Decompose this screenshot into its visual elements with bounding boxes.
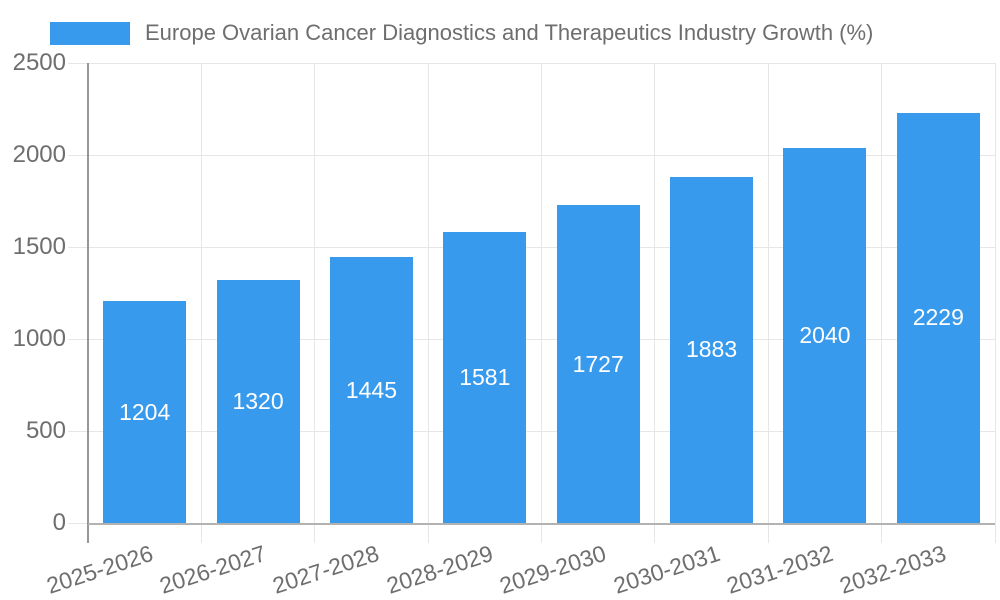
x-tick-label: 2026-2027: [156, 540, 270, 599]
x-tick-label: 2031-2032: [723, 540, 836, 599]
y-tickmark: [68, 62, 88, 64]
y-tick-label: 1500: [12, 233, 66, 260]
x-gridline: [427, 63, 429, 523]
y-tickmark: [68, 154, 88, 156]
x-gridline: [200, 63, 202, 523]
x-label-anchor: 2026-2027: [0, 540, 269, 599]
x-axis-line: [88, 523, 995, 525]
x-label-anchor: 2030-2031: [0, 540, 723, 599]
y-tick-label: 2000: [12, 141, 66, 168]
bar-value-label: 1204: [119, 398, 171, 425]
x-tick-label: 2030-2031: [609, 540, 723, 599]
x-gridline: [881, 63, 883, 523]
y-tickmark: [68, 430, 88, 432]
bar: 1883: [670, 176, 754, 523]
x-tickmark: [994, 523, 996, 543]
bar: 1445: [329, 257, 413, 523]
x-tickmark: [314, 523, 316, 543]
y-tick-label: 0: [52, 509, 66, 536]
x-gridline: [994, 63, 996, 523]
x-tickmark: [654, 523, 656, 543]
bar-value-label: 1727: [572, 350, 624, 377]
y-axis-line: [87, 63, 89, 543]
bar-value-label: 2040: [799, 321, 851, 348]
bar: 1204: [103, 301, 187, 523]
bar-value-label: 1581: [459, 364, 511, 391]
y-tick-label: 500: [25, 417, 66, 444]
x-tick-label: 2029-2030: [496, 540, 610, 599]
x-tickmark: [200, 523, 202, 543]
legend-swatch: [50, 21, 130, 45]
y-tick-label: 1000: [12, 325, 66, 352]
x-tick-label: 2028-2029: [383, 540, 496, 599]
bar: 2229: [896, 112, 980, 523]
bar-value-label: 1883: [685, 336, 738, 363]
x-label-anchor: 2031-2032: [0, 540, 836, 599]
y-tickmark: [68, 522, 88, 524]
y-tickmark: [68, 246, 88, 248]
y-tick-label: 2500: [12, 49, 66, 76]
x-label-anchor: 2032-2033: [0, 540, 950, 599]
y-tickmark: [68, 338, 88, 340]
x-label-anchor: 2027-2028: [0, 540, 383, 599]
bar-value-label: 2229: [912, 304, 964, 331]
x-label-anchor: 2025-2026: [0, 540, 156, 599]
bar: 1320: [216, 280, 300, 523]
x-tick-label: 2027-2028: [269, 540, 383, 599]
x-tick-label: 2032-2033: [836, 540, 950, 599]
x-tickmark: [541, 523, 542, 543]
x-tick-label: 2025-2026: [43, 540, 156, 599]
bar: 1727: [556, 205, 640, 523]
x-gridline: [654, 63, 656, 523]
bar-value-label: 1445: [345, 376, 398, 403]
bar: 2040: [783, 147, 867, 523]
x-gridline: [541, 63, 542, 523]
x-tickmark: [767, 523, 769, 543]
x-gridline: [767, 63, 769, 523]
bar: 1581: [443, 232, 527, 523]
x-tickmark: [881, 523, 883, 543]
x-label-anchor: 2029-2030: [0, 540, 610, 599]
x-label-anchor: 2028-2029: [0, 540, 496, 599]
bar-value-label: 1320: [232, 388, 284, 415]
x-gridline: [314, 63, 316, 523]
legend-item[interactable]: Europe Ovarian Cancer Diagnostics and Th…: [50, 18, 873, 48]
x-tickmark: [427, 523, 429, 543]
legend-label: Europe Ovarian Cancer Diagnostics and Th…: [145, 20, 874, 45]
